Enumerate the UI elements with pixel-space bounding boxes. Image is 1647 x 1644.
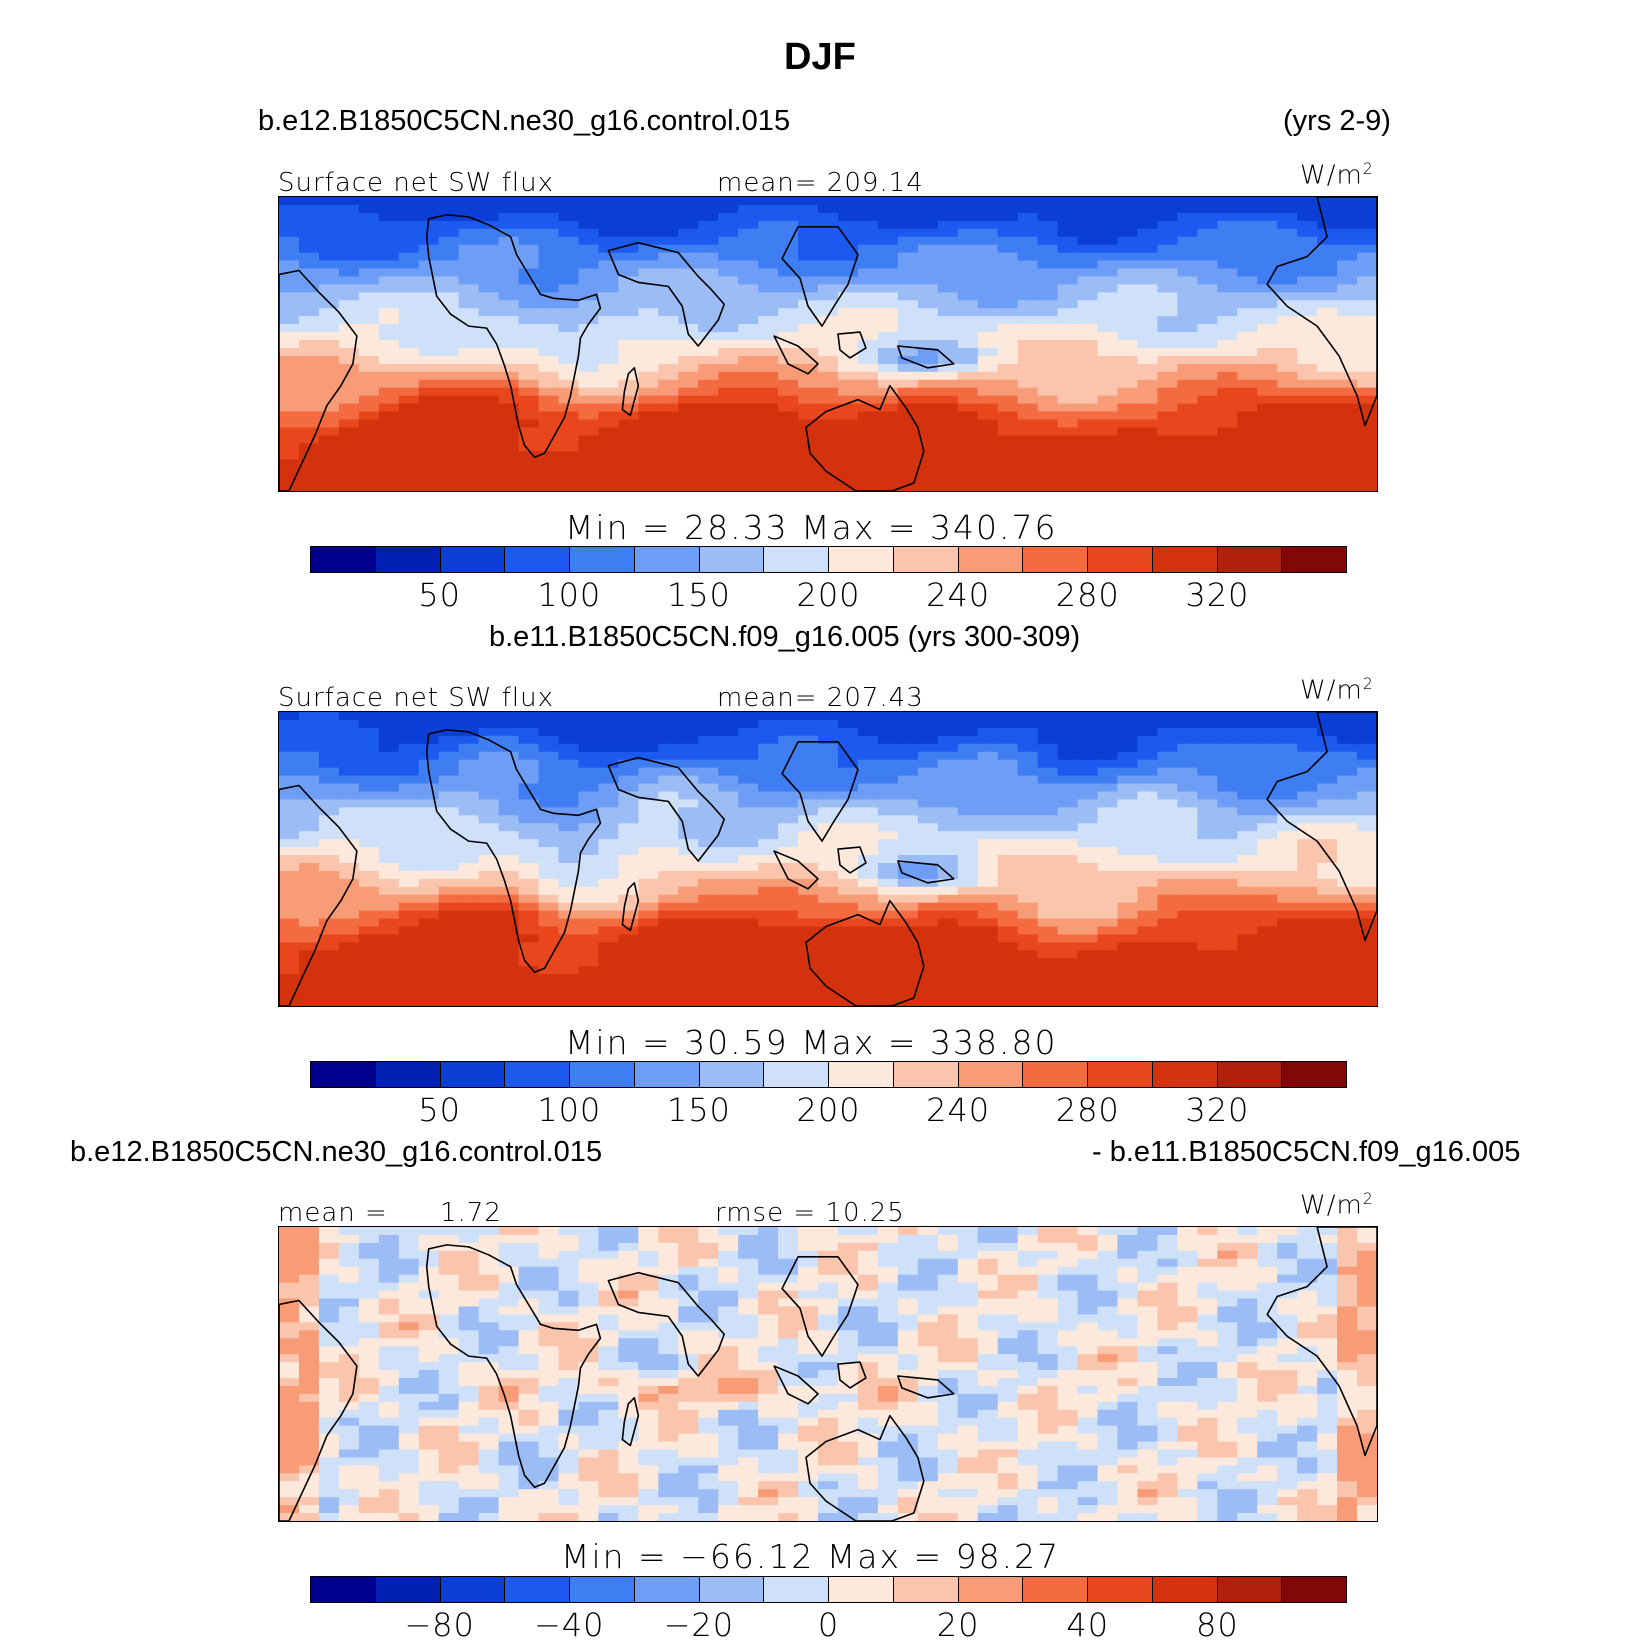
colorbar-box bbox=[1088, 1577, 1153, 1602]
colorbar-box bbox=[764, 547, 829, 572]
colorbar-tick-label: 50 bbox=[418, 1091, 461, 1129]
colorbar-box bbox=[311, 1577, 376, 1602]
colorbar-box bbox=[893, 1062, 959, 1087]
panel-1-mean: mean= 209.14 bbox=[717, 168, 924, 198]
colorbar-tick-label: 0 bbox=[817, 1606, 840, 1644]
sw-flux-field-1 bbox=[279, 197, 1377, 491]
colorbar-tick-label: 100 bbox=[537, 576, 602, 614]
colorbar-box bbox=[1023, 1062, 1088, 1087]
colorbar-tick-label: 150 bbox=[666, 576, 731, 614]
colorbar-tick-label: 100 bbox=[537, 1091, 602, 1129]
colorbar-box bbox=[699, 1062, 765, 1087]
colorbar-tick-label: 320 bbox=[1185, 576, 1250, 614]
colorbar-3 bbox=[310, 1576, 1347, 1603]
colorbar-box bbox=[375, 547, 441, 572]
colorbar-tick-label: 240 bbox=[926, 576, 991, 614]
panel-1-variable: Surface net SW flux bbox=[278, 168, 554, 198]
years-a-label: (yrs 2-9) bbox=[1283, 105, 1391, 137]
colorbar-box bbox=[1152, 547, 1218, 572]
panel-2-map bbox=[278, 711, 1378, 1007]
colorbar-box bbox=[505, 1062, 570, 1087]
colorbar-box bbox=[1023, 1577, 1088, 1602]
colorbar-tick-label: 50 bbox=[418, 576, 461, 614]
colorbar-tick-label: 320 bbox=[1185, 1091, 1250, 1129]
panel-3-units: W/m2 bbox=[1300, 1190, 1374, 1221]
colorbar-box bbox=[829, 547, 894, 572]
colorbar-tick-label: 280 bbox=[1055, 1091, 1120, 1129]
colorbar-box bbox=[893, 547, 959, 572]
colorbar-box bbox=[699, 547, 765, 572]
colorbar-box bbox=[1217, 1577, 1283, 1602]
colorbar-box bbox=[764, 1577, 829, 1602]
colorbar-box bbox=[634, 547, 700, 572]
colorbar-box bbox=[1282, 1062, 1346, 1087]
colorbar-box bbox=[505, 547, 570, 572]
colorbar-box bbox=[570, 1062, 635, 1087]
colorbar-box bbox=[764, 1062, 829, 1087]
colorbar-box bbox=[893, 1577, 959, 1602]
panel-3-mean-value: 1.72 bbox=[440, 1198, 502, 1228]
colorbar-2 bbox=[310, 1061, 1347, 1088]
colorbar-box bbox=[1217, 1062, 1283, 1087]
colorbar-box bbox=[311, 1062, 376, 1087]
colorbar-box bbox=[958, 1062, 1024, 1087]
panel-3-mean-label: mean = bbox=[278, 1198, 388, 1228]
colorbar-box bbox=[1217, 547, 1283, 572]
colorbar-box bbox=[375, 1577, 441, 1602]
panel-3-map bbox=[278, 1226, 1378, 1522]
diff-left-label: b.e12.B1850C5CN.ne30_g16.control.015 bbox=[70, 1136, 603, 1168]
panel-2-minmax: Min = 30.59 Max = 338.80 bbox=[565, 1023, 1058, 1062]
panel-1-units: W/m2 bbox=[1300, 160, 1374, 191]
colorbar-box bbox=[311, 547, 376, 572]
diff-right-label: - b.e11.B1850C5CN.f09_g16.005 bbox=[1092, 1136, 1521, 1168]
colorbar-box bbox=[1088, 1062, 1153, 1087]
colorbar-box bbox=[440, 547, 506, 572]
colorbar-box bbox=[1088, 547, 1153, 572]
colorbar-box bbox=[958, 547, 1024, 572]
colorbar-1 bbox=[310, 546, 1347, 573]
colorbar-tick-label: 20 bbox=[936, 1606, 980, 1644]
colorbar-tick-label: −40 bbox=[533, 1606, 605, 1644]
colorbar-tick-label: 80 bbox=[1196, 1606, 1239, 1644]
colorbar-box bbox=[1152, 1577, 1218, 1602]
colorbar-box bbox=[375, 1062, 441, 1087]
panel-2-mean: mean= 207.43 bbox=[717, 683, 924, 713]
panel-2-units: W/m2 bbox=[1300, 675, 1374, 706]
colorbar-box bbox=[829, 1577, 894, 1602]
panel-1-map bbox=[278, 196, 1378, 492]
case-b-label: b.e11.B1850C5CN.f09_g16.005 (yrs 300-309… bbox=[489, 621, 1081, 653]
colorbar-box bbox=[1282, 1577, 1346, 1602]
panel-3-minmax: Min = −66.12 Max = 98.27 bbox=[561, 1537, 1061, 1576]
colorbar-box bbox=[829, 1062, 894, 1087]
sw-flux-difference-field bbox=[279, 1227, 1377, 1521]
colorbar-box bbox=[1282, 547, 1346, 572]
case-a-label: b.e12.B1850C5CN.ne30_g16.control.015 bbox=[258, 105, 791, 137]
figure-title: DJF bbox=[784, 36, 856, 78]
colorbar-box bbox=[634, 1577, 700, 1602]
colorbar-tick-label: 150 bbox=[666, 1091, 731, 1129]
colorbar-tick-label: 40 bbox=[1066, 1606, 1110, 1644]
colorbar-box bbox=[958, 1577, 1024, 1602]
colorbar-tick-label: 240 bbox=[926, 1091, 991, 1129]
colorbar-tick-label: 200 bbox=[796, 1091, 861, 1129]
colorbar-box bbox=[570, 547, 635, 572]
panel-2-variable: Surface net SW flux bbox=[278, 683, 554, 713]
sw-flux-field-2 bbox=[279, 712, 1377, 1006]
colorbar-box bbox=[1023, 547, 1088, 572]
colorbar-box bbox=[440, 1577, 506, 1602]
colorbar-box bbox=[440, 1062, 506, 1087]
colorbar-box bbox=[1152, 1062, 1218, 1087]
colorbar-tick-label: −20 bbox=[663, 1606, 735, 1644]
panel-3-rmse: rmse = 10.25 bbox=[715, 1198, 905, 1228]
colorbar-tick-label: 280 bbox=[1055, 576, 1120, 614]
colorbar-tick-label: −80 bbox=[404, 1606, 475, 1644]
colorbar-box bbox=[570, 1577, 635, 1602]
colorbar-box bbox=[699, 1577, 765, 1602]
colorbar-box bbox=[505, 1577, 570, 1602]
colorbar-box bbox=[634, 1062, 700, 1087]
panel-1-minmax: Min = 28.33 Max = 340.76 bbox=[565, 508, 1058, 547]
colorbar-tick-label: 200 bbox=[796, 576, 861, 614]
